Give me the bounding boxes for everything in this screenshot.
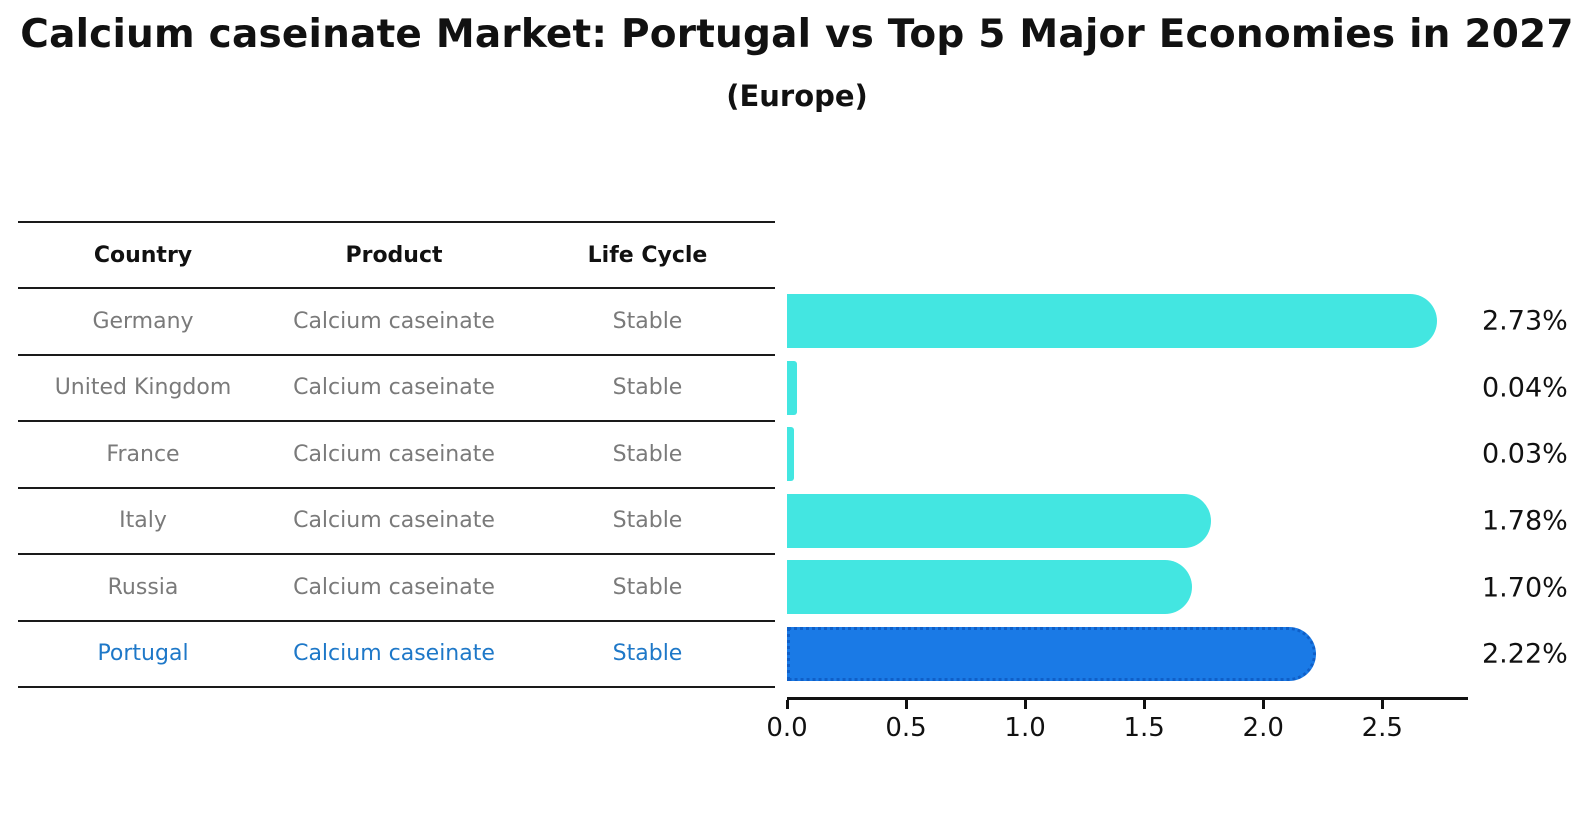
cell-life-cycle: Stable	[520, 620, 775, 688]
table-row-russia: Russia Calcium caseinate Stable	[18, 554, 775, 622]
chart-subtitle: (Europe)	[726, 79, 868, 113]
bar-value-label: 2.22%	[1482, 638, 1568, 670]
cell-life-cycle: Stable	[520, 487, 775, 555]
cell-product: Calcium caseinate	[268, 288, 520, 356]
bar-value-label: 0.03%	[1482, 438, 1568, 470]
bar-value-label: 2.73%	[1482, 305, 1568, 337]
tick-mark	[1143, 700, 1146, 709]
bar-france	[787, 427, 795, 482]
country-comparison-table: Country Product Life Cycle Germany Calci…	[18, 221, 775, 688]
cell-life-cycle: Stable	[520, 354, 775, 422]
bar-portugal-highlighted	[787, 626, 1316, 681]
bar-row-portugal: 2.22%	[787, 621, 1568, 688]
cell-product: Calcium caseinate	[268, 620, 520, 688]
bar-italy	[787, 493, 1211, 548]
table-row-portugal: Portugal Calcium caseinate Stable	[18, 620, 775, 688]
cell-life-cycle: Stable	[520, 421, 775, 489]
bar-value-label: 1.70%	[1482, 572, 1568, 604]
tick-mark	[905, 700, 908, 709]
tick-mark	[786, 700, 789, 709]
bar-value-label: 1.78%	[1482, 505, 1568, 537]
col-header-life-cycle: Life Cycle	[520, 221, 775, 289]
cell-country: France	[18, 421, 268, 489]
table-row-united-kingdom: United Kingdom Calcium caseinate Stable	[18, 354, 775, 422]
x-axis-line: 0.0 0.5 1.0 1.5 2.0 2.5	[766, 697, 1468, 743]
col-header-country: Country	[18, 221, 268, 289]
x-tick-label: 0.0	[766, 713, 808, 743]
cell-country: Russia	[18, 554, 268, 622]
bar-row-united-kingdom: 0.04%	[787, 355, 1568, 422]
cell-country: United Kingdom	[18, 354, 268, 422]
bar-germany	[787, 294, 1438, 348]
horizontal-bar-chart: 2.73% 0.04% 0.03% 1.78% 1.70% 2.22%	[787, 288, 1568, 688]
tick-mark	[1024, 700, 1027, 709]
x-tick-label: 2.5	[1361, 713, 1403, 743]
bar-united-kingdom	[787, 360, 797, 415]
cell-product: Calcium caseinate	[268, 421, 520, 489]
table-row-germany: Germany Calcium caseinate Stable	[18, 288, 775, 356]
tick-mark	[1381, 700, 1384, 709]
bar-row-italy: 1.78%	[787, 488, 1568, 555]
cell-country: Italy	[18, 487, 268, 555]
cell-product: Calcium caseinate	[268, 487, 520, 555]
x-tick-label: 1.0	[1004, 713, 1046, 743]
table-row-france: France Calcium caseinate Stable	[18, 421, 775, 489]
bar-row-france: 0.03%	[787, 421, 1568, 488]
cell-life-cycle: Stable	[520, 288, 775, 356]
table-row-italy: Italy Calcium caseinate Stable	[18, 487, 775, 555]
cell-product: Calcium caseinate	[268, 554, 520, 622]
cell-product: Calcium caseinate	[268, 354, 520, 422]
x-tick-label: 2.0	[1242, 713, 1284, 743]
x-tick-label: 0.5	[885, 713, 927, 743]
bar-row-germany: 2.73%	[787, 288, 1568, 355]
cell-country: Portugal	[18, 620, 268, 688]
bar-russia	[787, 560, 1192, 615]
x-tick-label: 1.5	[1123, 713, 1165, 743]
tick-mark	[1262, 700, 1265, 709]
table-header-row: Country Product Life Cycle	[18, 221, 775, 289]
bar-value-label: 0.04%	[1482, 372, 1568, 404]
bar-row-russia: 1.70%	[787, 554, 1568, 621]
cell-country: Germany	[18, 288, 268, 356]
col-header-product: Product	[268, 221, 520, 289]
cell-life-cycle: Stable	[520, 554, 775, 622]
chart-title: Calcium caseinate Market: Portugal vs To…	[20, 12, 1574, 57]
